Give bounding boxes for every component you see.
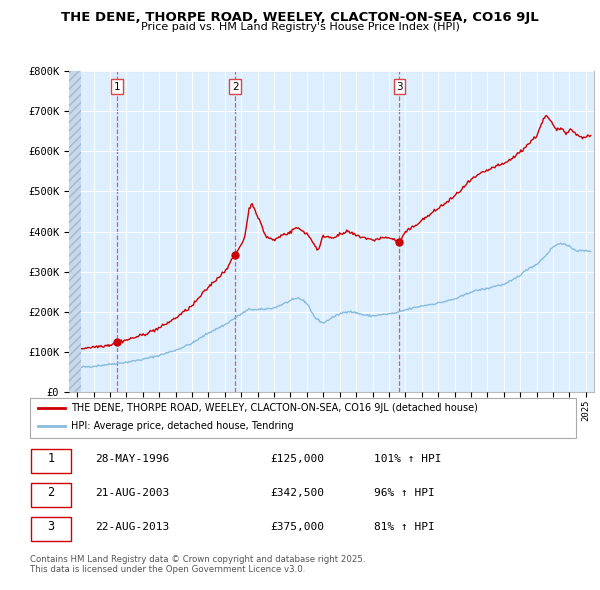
Bar [69,71,82,392]
Text: 28-MAY-1996: 28-MAY-1996 [95,454,170,464]
Text: 81% ↑ HPI: 81% ↑ HPI [374,522,435,532]
Text: 3: 3 [396,82,403,92]
Text: 101% ↑ HPI: 101% ↑ HPI [374,454,442,464]
Text: £125,000: £125,000 [270,454,324,464]
Text: 22-AUG-2013: 22-AUG-2013 [95,522,170,532]
Text: 1: 1 [113,82,120,92]
Text: £375,000: £375,000 [270,522,324,532]
Text: Price paid vs. HM Land Registry's House Price Index (HPI): Price paid vs. HM Land Registry's House … [140,22,460,32]
Bar [31,449,71,473]
Text: 96% ↑ HPI: 96% ↑ HPI [374,488,435,498]
Text: £342,500: £342,500 [270,488,324,498]
Bar [31,517,71,540]
Text: 3: 3 [47,520,55,533]
Text: THE DENE, THORPE ROAD, WEELEY, CLACTON-ON-SEA, CO16 9JL: THE DENE, THORPE ROAD, WEELEY, CLACTON-O… [61,11,539,24]
Text: 2: 2 [232,82,239,92]
Text: Contains HM Land Registry data © Crown copyright and database right 2025.
This d: Contains HM Land Registry data © Crown c… [30,555,365,574]
Text: 2: 2 [47,486,55,499]
Text: THE DENE, THORPE ROAD, WEELEY, CLACTON-ON-SEA, CO16 9JL (detached house): THE DENE, THORPE ROAD, WEELEY, CLACTON-O… [71,404,478,414]
Text: HPI: Average price, detached house, Tendring: HPI: Average price, detached house, Tend… [71,421,293,431]
Text: 1: 1 [47,453,55,466]
Bar [31,483,71,507]
Text: 21-AUG-2003: 21-AUG-2003 [95,488,170,498]
